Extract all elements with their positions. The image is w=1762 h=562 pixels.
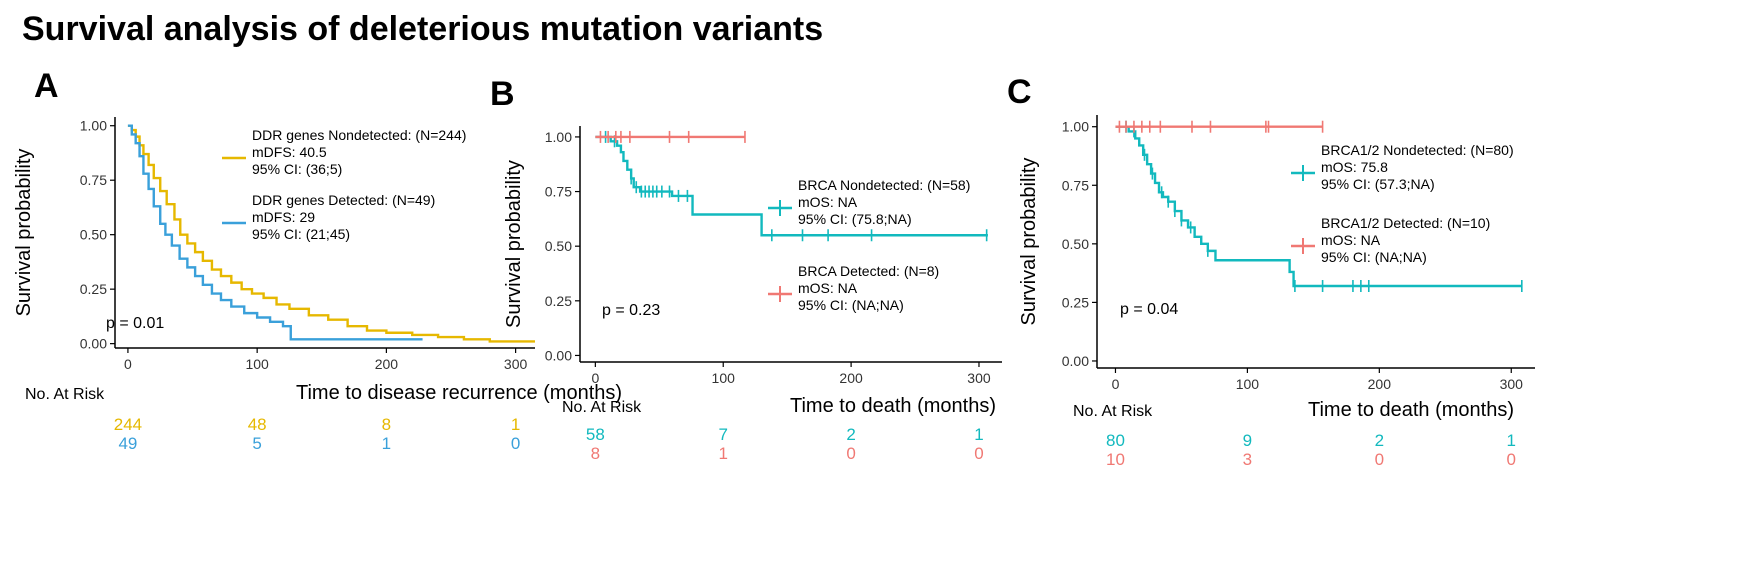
panel-b-risk-value-0: 7 <box>718 425 727 444</box>
panel-a-xlabel: Time to disease recurrence (months) <box>296 382 622 404</box>
panel-a-ytick-label: 0.75 <box>80 172 107 188</box>
panel-c-ytick-label: 1.00 <box>1062 119 1089 135</box>
panel-a-risk-value-0: 8 <box>382 415 391 434</box>
panel-c-risk-value-0: 9 <box>1243 431 1252 450</box>
panel-b-xlabel: Time to death (months) <box>790 395 996 417</box>
panel-a-risk-value-0: 1 <box>511 415 520 434</box>
panel-a-risk-value-1: 0 <box>511 434 520 453</box>
panel-a-xtick-label: 300 <box>504 356 528 372</box>
panel-a-legend-stat-1: 95% CI: (21;45) <box>252 226 350 242</box>
panel-b-xtick-label: 100 <box>712 370 736 386</box>
panel-b-xtick-label: 200 <box>839 370 863 386</box>
panel-c-ytick-label: 0.75 <box>1062 177 1089 193</box>
panel-a-xtick-label: 0 <box>124 356 132 372</box>
panel-c-xlabel: Time to death (months) <box>1308 399 1514 421</box>
panel-b-risk-value-0: 58 <box>586 425 605 444</box>
panel-c-xtick-label: 300 <box>1500 376 1524 392</box>
panel-b-legend-stat-1: mOS: NA <box>798 280 858 296</box>
panel-a-ytick-label: 0.50 <box>80 227 107 243</box>
panel-c-risk-value-1: 10 <box>1106 450 1125 469</box>
panel-b-risk-value-1: 0 <box>846 444 855 463</box>
panel-b-risk-value-1: 8 <box>591 444 600 463</box>
panel-a-risk-value-0: 48 <box>248 415 267 434</box>
panel-a-ytick-label: 0.25 <box>80 281 107 297</box>
panel-c-xtick-label: 0 <box>1112 376 1120 392</box>
panel-a-series-1-curve <box>127 124 423 341</box>
panel-c-ytick-label: 0.50 <box>1062 236 1089 252</box>
panel-a-series-0-curve <box>127 124 535 343</box>
panel-c-ytick-label: 0.25 <box>1062 294 1089 310</box>
panel-c-pvalue: p = 0.04 <box>1120 301 1178 318</box>
panel-c-risk-value-0: 1 <box>1507 431 1516 450</box>
panel-c-legend-stat-1: 95% CI: (NA;NA) <box>1321 249 1427 265</box>
panel-b-ytick-label: 0.25 <box>545 293 572 309</box>
panel-a-legend-stat-0: mDFS: 40.5 <box>252 144 327 160</box>
panel-a-letter: A <box>34 67 59 105</box>
panel-b-ylabel: Survival probability <box>503 160 525 328</box>
figure-title: Survival analysis of deleterious mutatio… <box>22 10 824 48</box>
panel-b-legend-stat-0: mOS: NA <box>798 194 858 210</box>
panel-b-ytick-label: 0.50 <box>545 238 572 254</box>
panel-c-legend-stat-0: mOS: 75.8 <box>1321 159 1388 175</box>
panel-c-ylabel: Survival probability <box>1018 158 1040 326</box>
panel-b-ytick-label: 0.75 <box>545 184 572 200</box>
panel-a-ytick-label: 1.00 <box>80 118 107 134</box>
panel-c-letter: C <box>1007 73 1032 111</box>
panel-c-ytick-label: 0.00 <box>1062 353 1089 369</box>
panel-a-xtick-label: 100 <box>245 356 269 372</box>
panel-c-legend-name-1: BRCA1/2 Detected: (N=10) <box>1321 215 1490 231</box>
panel-a-xtick-label: 200 <box>375 356 399 372</box>
panel-a-ytick-label: 0.00 <box>80 336 107 352</box>
panel-c-risk-title: No. At Risk <box>1073 403 1153 420</box>
panel-b-risk-value-0: 1 <box>974 425 983 444</box>
panel-a-ylabel: Survival probability <box>13 149 35 317</box>
panel-a-risk-title: No. At Risk <box>25 386 105 403</box>
panel-b-letter: B <box>490 75 515 113</box>
panel-b-risk-value-0: 2 <box>846 425 855 444</box>
panel-c-risk-value-0: 80 <box>1106 431 1125 450</box>
panel-a-risk-value-0: 244 <box>114 415 142 434</box>
panel-c-risk-value-1: 3 <box>1243 450 1252 469</box>
panel-b-pvalue: p = 0.23 <box>602 302 660 319</box>
panel-c-legend-name-0: BRCA1/2 Nondetected: (N=80) <box>1321 142 1514 158</box>
panel-a-pvalue: p = 0.01 <box>106 315 164 332</box>
panel-a-legend-stat-0: 95% CI: (36;5) <box>252 161 342 177</box>
panel-c-risk-value-1: 0 <box>1375 450 1384 469</box>
panel-c-xtick-label: 100 <box>1236 376 1260 392</box>
panel-b-ytick-label: 0.00 <box>545 347 572 363</box>
panel-a-legend-name-1: DDR genes Detected: (N=49) <box>252 192 435 208</box>
panel-b-risk-value-1: 0 <box>974 444 983 463</box>
panel-c-risk-value-0: 2 <box>1375 431 1384 450</box>
panel-b-legend-name-0: BRCA Nondetected: (N=58) <box>798 177 970 193</box>
panel-b-risk-title: No. At Risk <box>562 399 642 416</box>
panel-c-legend-stat-1: mOS: NA <box>1321 232 1381 248</box>
panel-c-xtick-label: 200 <box>1368 376 1392 392</box>
panel-a-legend-name-0: DDR genes Nondetected: (N=244) <box>252 127 466 143</box>
panel-a-risk-value-1: 5 <box>252 434 261 453</box>
panel-c-risk-value-1: 0 <box>1507 450 1516 469</box>
panel-a-risk-value-1: 1 <box>382 434 391 453</box>
panel-a-legend-stat-1: mDFS: 29 <box>252 209 315 225</box>
panel-b-risk-value-1: 1 <box>718 444 727 463</box>
panel-b-xtick-label: 0 <box>591 370 599 386</box>
panel-b-legend-name-1: BRCA Detected: (N=8) <box>798 263 939 279</box>
panel-c-series-0-curve <box>1115 125 1522 288</box>
panel-c-legend-stat-0: 95% CI: (57.3;NA) <box>1321 176 1435 192</box>
panel-b-ytick-label: 1.00 <box>545 129 572 145</box>
panel-a-risk-value-1: 49 <box>118 434 137 453</box>
panel-b-legend-stat-1: 95% CI: (NA;NA) <box>798 297 904 313</box>
panel-b-legend-stat-0: 95% CI: (75.8;NA) <box>798 211 912 227</box>
panel-b-xtick-label: 300 <box>967 370 991 386</box>
